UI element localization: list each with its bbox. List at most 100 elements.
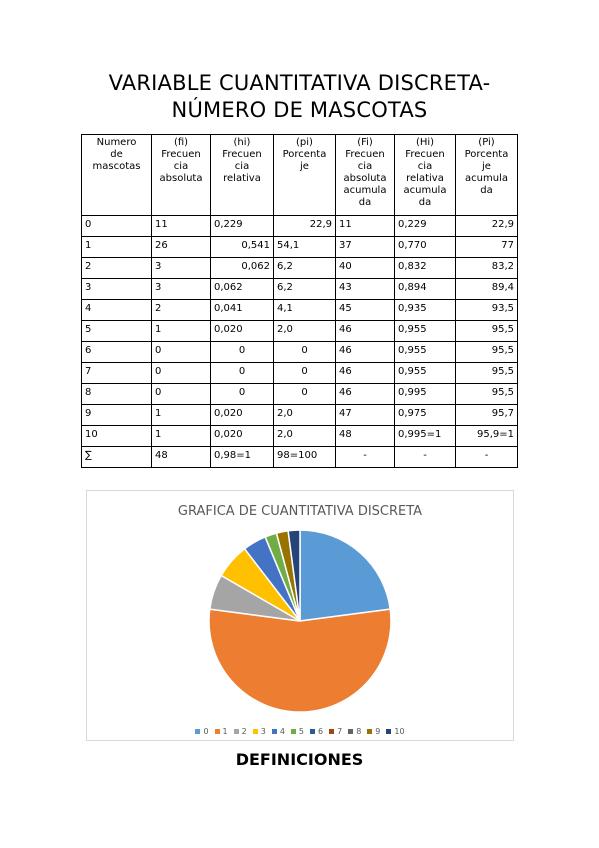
table-cell: 1 [151, 425, 211, 447]
table-cell: - [394, 446, 456, 468]
table-row: 4 2 0,041 4,1 45 0,935 93,5 [81, 299, 518, 321]
table-cell: 0 [151, 362, 211, 384]
table-cell: 9 [81, 404, 152, 426]
table-row: 0 11 0,229 22,9 11 0,229 22,9 [81, 215, 518, 237]
table-cell: 26 [151, 236, 211, 258]
table-cell: 46 [335, 362, 395, 384]
table-row: 2 3 0,062 6,2 40 0,832 83,2 [81, 257, 518, 279]
header-line: acumula [465, 173, 508, 184]
legend-label: 0 [203, 727, 209, 736]
header-line: cia [234, 161, 250, 172]
legend-label: 9 [375, 727, 381, 736]
legend-swatch [233, 729, 239, 734]
legend-item: 8 [348, 727, 361, 736]
table-cell: 2 [151, 299, 211, 321]
table-cell: 48 [335, 425, 395, 447]
table-cell: 40 [335, 257, 395, 279]
header-line: (Pi) [478, 137, 495, 148]
table-cell: 6,2 [273, 278, 336, 300]
table-cell: 95,7 [455, 404, 518, 426]
table-cell: 77 [455, 236, 518, 258]
table-cell: 0 [151, 341, 211, 363]
table-cell: 0,955 [394, 320, 456, 342]
header-cell: (Pi) Porcenta je acumula da [455, 134, 518, 216]
header-line: (Fi) [357, 137, 373, 148]
title-line-1: VARIABLE CUANTITATIVA DISCRETA- [108, 71, 491, 95]
legend-swatch [290, 729, 296, 734]
table-cell: 48 [151, 446, 211, 468]
header-line: da [358, 197, 372, 208]
header-line: (Hi) [415, 137, 435, 148]
table-cell: 0 [273, 341, 336, 363]
header-line: Numero [96, 137, 137, 148]
header-line: acumula [343, 185, 387, 196]
table-cell: 10 [81, 425, 152, 447]
table-cell: 0,955 [394, 362, 456, 384]
table-cell: 1 [151, 320, 211, 342]
legend-swatch [252, 729, 258, 734]
header-cell: (fi) Frecuen cia absoluta [151, 134, 211, 216]
table-cell: 0,229 [394, 215, 456, 237]
pie-slice-0 [299, 529, 392, 622]
table-cell: 4 [81, 299, 152, 321]
table-cell: 89,4 [455, 278, 518, 300]
header-line: Frecuen [345, 149, 385, 160]
header-line: je [300, 161, 309, 172]
header-line: je [482, 161, 491, 172]
table-cell: 0,541 [210, 236, 274, 258]
table-cell: - [335, 446, 395, 468]
legend-swatch [329, 729, 335, 734]
table-cell: 2 [81, 257, 152, 279]
header-line: Frecuen [161, 149, 201, 160]
definitions-heading: DEFINICIONES [235, 750, 364, 769]
title-line-2: NÚMERO DE MASCOTAS [171, 98, 428, 122]
table-cell: 3 [151, 278, 211, 300]
table-row: 5 1 0,020 2,0 46 0,955 95,5 [81, 320, 518, 342]
legend-swatch [367, 729, 373, 734]
chart-title: GRAFICA DE CUANTITATIVA DISCRETA [177, 504, 423, 519]
table-cell: 95,5 [455, 320, 518, 342]
table-cell: 46 [335, 341, 395, 363]
legend-label: 5 [298, 727, 304, 736]
table-cell: 46 [335, 320, 395, 342]
table-cell: 11 [335, 215, 395, 237]
legend-item: 1 [214, 727, 228, 736]
table-row: 1 26 0,541 54,1 37 0,770 77 [81, 236, 518, 258]
header-cell: (Hi) Frecuen cia relativa acumula da [394, 134, 456, 216]
legend-swatch [271, 729, 277, 734]
legend-swatch [195, 729, 201, 734]
header-line: Frecuen [405, 149, 445, 160]
legend-label: 10 [394, 727, 405, 736]
legend-label: 7 [337, 727, 343, 736]
table-cell: 0,894 [394, 278, 456, 300]
table-cell: 6,2 [273, 257, 336, 279]
table-cell: 4,1 [273, 299, 336, 321]
frequency-table: Numero de mascotas (fi) Frecuen cia absoluta (h… [81, 134, 518, 468]
legend-label: 4 [279, 727, 285, 736]
legend-swatch [386, 729, 392, 734]
header-line: da [480, 185, 493, 196]
table-cell: 37 [335, 236, 395, 258]
table-row: 3 3 0,062 6,2 43 0,894 89,4 [81, 278, 518, 300]
pie-chart-plot [208, 529, 392, 713]
header-line: mascotas [92, 161, 141, 172]
table-cell: 0 [210, 362, 274, 384]
header-line: (pi) [296, 137, 313, 148]
table-cell: 98=100 [273, 446, 336, 468]
header-line: (fi) [173, 137, 189, 148]
table-row: 9 1 0,020 2,0 47 0,975 95,7 [81, 404, 518, 426]
header-line: relativa [223, 173, 261, 184]
table-header-row: Numero de mascotas (fi) Frecuen cia absoluta (h… [81, 134, 518, 216]
table-cell: 0 [210, 341, 274, 363]
legend-item: 3 [252, 727, 266, 736]
table-cell: 0,98=1 [210, 446, 274, 468]
header-line: relativa [406, 173, 444, 184]
header-line: absoluta [343, 173, 387, 184]
table-cell: 54,1 [273, 236, 336, 258]
table-row: 10 1 0,020 2,0 48 0,995=1 95,9=1 [81, 425, 518, 447]
table-row: 8 0 0 0 46 0,995 95,5 [81, 383, 518, 405]
header-line: acumula [403, 185, 447, 196]
document-title: VARIABLE CUANTITATIVA DISCRETA- NÚMERO D… [40, 70, 559, 124]
header-cell: (hi) Frecuen cia relativa [210, 134, 274, 216]
table-cell: 95,5 [455, 383, 518, 405]
